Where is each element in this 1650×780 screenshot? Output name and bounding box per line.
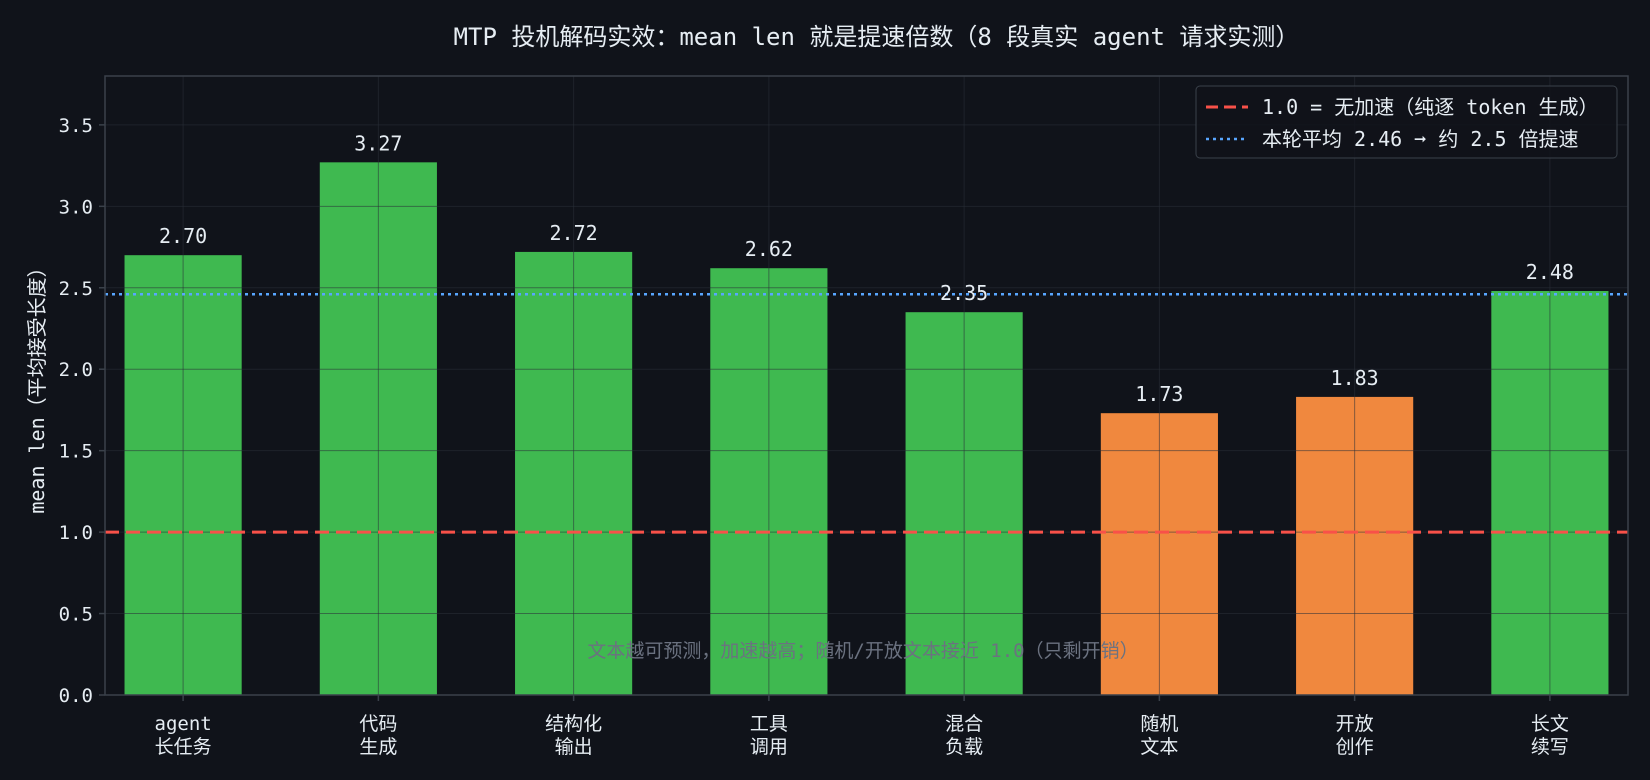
data-label: 1.83	[1331, 366, 1379, 390]
x-tick-label: 负载	[945, 736, 983, 758]
data-label: 2.72	[550, 221, 598, 245]
x-tick-label: 长文	[1531, 713, 1569, 735]
y-tick-label: 0.5	[59, 604, 93, 626]
axes-frame	[104, 75, 1629, 696]
data-label: 2.35	[940, 281, 988, 305]
legend-label: 1.0 = 无加速（纯逐 token 生成）	[1262, 95, 1599, 119]
x-tick-label: 混合	[945, 713, 983, 735]
x-tick-label: 长任务	[155, 736, 212, 758]
y-tick-label: 0.0	[59, 685, 93, 707]
data-label: 1.73	[1135, 382, 1183, 406]
x-tick-label: 结构化	[545, 713, 602, 735]
x-tick-label: 开放	[1336, 713, 1374, 735]
y-tick-label: 3.0	[59, 196, 93, 218]
x-tick-label: 随机	[1140, 713, 1178, 735]
x-tick-label: 输出	[555, 736, 593, 758]
y-tick-label: 2.5	[59, 278, 93, 300]
legend-box	[1195, 85, 1618, 159]
data-label: 2.48	[1526, 260, 1574, 284]
data-label: 2.70	[159, 224, 207, 248]
y-axis-label: mean len（平均接受长度）	[25, 257, 49, 513]
data-label: 3.27	[354, 131, 402, 155]
data-label: 2.62	[745, 237, 793, 261]
x-tick-label: 创作	[1336, 736, 1374, 758]
y-tick-label: 3.5	[59, 115, 93, 137]
annotation-text: 文本越可预测，加速越高；随机/开放文本接近 1.0（只剩开销）	[587, 640, 1138, 662]
x-tick-label: 生成	[359, 736, 397, 758]
x-tick-label: 文本	[1140, 736, 1178, 758]
legend: 1.0 = 无加速（纯逐 token 生成） 本轮平均 2.46 ➞ 约 2.5 …	[1195, 85, 1618, 159]
y-tick-label: 1.5	[59, 441, 93, 463]
y-tick-label: 1.0	[59, 522, 93, 544]
chart-title: MTP 投机解码实效：mean len 就是提速倍数（8 段真实 agent 请…	[454, 23, 1300, 51]
x-tick-label: 工具	[750, 713, 788, 735]
x-tick-label: 调用	[750, 736, 788, 758]
y-tick-label: 2.0	[59, 359, 93, 381]
x-tick-label: 续写	[1531, 736, 1569, 758]
x-tick-label: 代码	[359, 713, 397, 735]
legend-label: 本轮平均 2.46 ➞ 约 2.5 倍提速	[1262, 127, 1579, 151]
x-tick-label: agent	[155, 713, 212, 735]
